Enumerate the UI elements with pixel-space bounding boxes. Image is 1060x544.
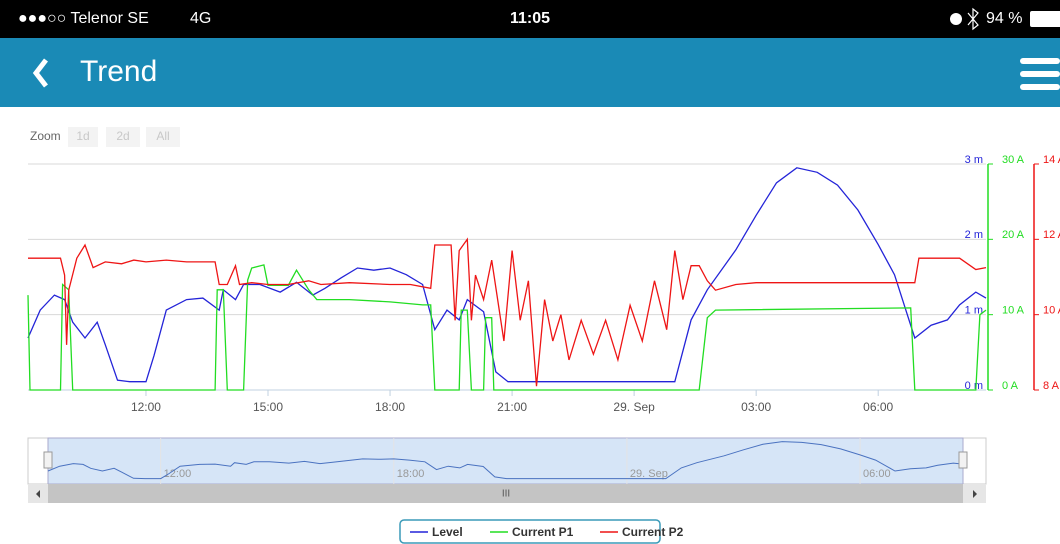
navigator-line [47, 441, 964, 480]
x-tick-label: 21:00 [497, 400, 527, 414]
legend-label[interactable]: Level [432, 525, 463, 539]
navigator-tick-label: 29. Sep [630, 468, 668, 480]
x-tick-label: 15:00 [253, 400, 283, 414]
scrollbar-grip: III [502, 489, 510, 500]
y2-tick-label: 20 A [1002, 229, 1025, 241]
header-bar [0, 38, 1060, 107]
legend-label[interactable]: Current P1 [512, 525, 574, 539]
navigator-handle[interactable] [43, 451, 53, 469]
legend-label[interactable]: Current P2 [622, 525, 684, 539]
y-tick-label: 3 m [965, 154, 983, 166]
menu-bar [1020, 71, 1060, 77]
zoom-button-label: All [156, 129, 169, 143]
y-tick-label: 1 m [965, 305, 983, 317]
scrollbar-thumb[interactable] [48, 484, 963, 503]
menu-bar [1020, 58, 1060, 64]
y2-tick-label: 10 A [1002, 305, 1025, 317]
y2-tick-label: 0 A [1002, 380, 1019, 392]
x-tick-label: 29. Sep [613, 400, 655, 414]
legend [399, 519, 661, 544]
bluetooth-icon [967, 7, 979, 31]
navigator-handle[interactable] [958, 451, 968, 469]
back-button[interactable] [32, 58, 48, 88]
alarm-icon [950, 13, 962, 25]
navigator-tick-label: 12:00 [164, 468, 192, 480]
y3-tick-label: 10 A [1043, 305, 1060, 317]
zoom-button[interactable] [68, 127, 98, 147]
zoom-button-label: 1d [76, 129, 89, 143]
battery-text: 94 % [986, 10, 1022, 27]
x-tick-label: 18:00 [375, 400, 405, 414]
y-tick-label: 2 m [965, 229, 983, 241]
scroll-right[interactable] [973, 490, 977, 498]
x-tick-label: 12:00 [131, 400, 161, 414]
zoom-button[interactable] [146, 127, 180, 147]
y3-tick-label: 8 A [1043, 380, 1060, 392]
series-line [27, 264, 987, 391]
zoom-button-label: 2d [116, 129, 129, 143]
series-line [28, 237, 987, 387]
y3-tick-label: 12 A [1043, 229, 1060, 241]
x-tick-label: 03:00 [741, 400, 771, 414]
zoom-button[interactable] [106, 127, 140, 147]
header-title: Trend [80, 55, 157, 88]
series-line [27, 167, 987, 383]
x-tick-label: 06:00 [863, 400, 893, 414]
y2-tick-label: 30 A [1002, 154, 1025, 166]
menu-bar [1020, 84, 1060, 90]
clock: 11:05 [510, 10, 550, 27]
y3-tick-label: 14 A [1043, 154, 1060, 166]
navigator-tick-label: 06:00 [863, 468, 891, 480]
carrier: ●●●○○ Telenor SE [18, 10, 149, 27]
scroll-left[interactable] [36, 490, 40, 498]
menu-button[interactable] [1020, 58, 1060, 90]
zoom-label: Zoom [30, 129, 61, 143]
network: 4G [190, 10, 211, 27]
navigator-tick-label: 18:00 [397, 468, 425, 480]
status-bar [0, 0, 1060, 38]
y-tick-label: 0 m [965, 380, 983, 392]
battery-icon [1030, 11, 1060, 27]
